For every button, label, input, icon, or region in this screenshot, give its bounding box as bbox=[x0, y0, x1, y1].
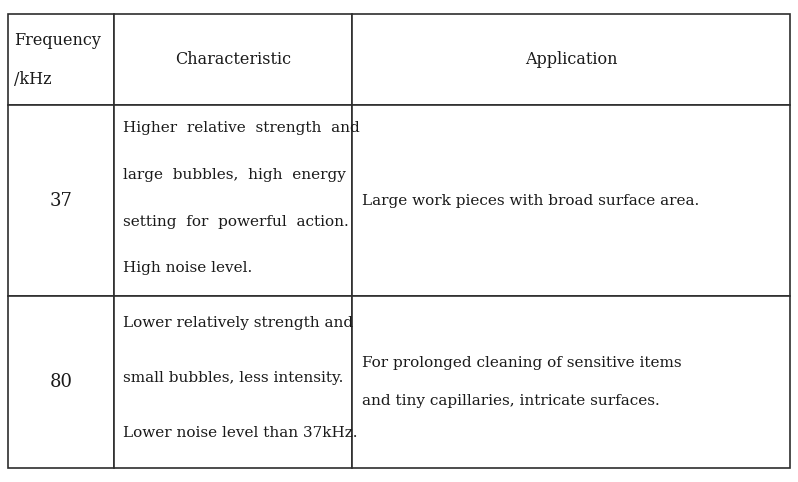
Text: 37: 37 bbox=[49, 192, 72, 210]
Text: 80: 80 bbox=[49, 373, 73, 391]
Text: Lower relatively strength and: Lower relatively strength and bbox=[123, 316, 354, 330]
Bar bbox=[8, 296, 113, 468]
Text: For prolonged cleaning of sensitive items: For prolonged cleaning of sensitive item… bbox=[361, 356, 681, 370]
Text: Higher  relative  strength  and: Higher relative strength and bbox=[123, 121, 360, 135]
Text: small bubbles, less intensity.: small bubbles, less intensity. bbox=[123, 371, 343, 385]
Bar bbox=[8, 105, 113, 296]
Text: Frequency

/kHz: Frequency /kHz bbox=[14, 32, 101, 88]
Text: Lower noise level than 37kHz.: Lower noise level than 37kHz. bbox=[123, 426, 358, 440]
Bar bbox=[113, 296, 352, 468]
Bar bbox=[352, 296, 790, 468]
Bar bbox=[352, 14, 790, 105]
Bar bbox=[113, 105, 352, 296]
Text: and tiny capillaries, intricate surfaces.: and tiny capillaries, intricate surfaces… bbox=[361, 394, 659, 408]
Text: setting  for  powerful  action.: setting for powerful action. bbox=[123, 214, 349, 229]
Bar bbox=[352, 105, 790, 296]
Text: Large work pieces with broad surface area.: Large work pieces with broad surface are… bbox=[361, 194, 699, 208]
Text: High noise level.: High noise level. bbox=[123, 261, 252, 275]
Text: Application: Application bbox=[525, 51, 618, 68]
Text: Characteristic: Characteristic bbox=[175, 51, 291, 68]
Text: large  bubbles,  high  energy: large bubbles, high energy bbox=[123, 168, 346, 182]
Bar bbox=[8, 14, 113, 105]
Bar bbox=[113, 14, 352, 105]
